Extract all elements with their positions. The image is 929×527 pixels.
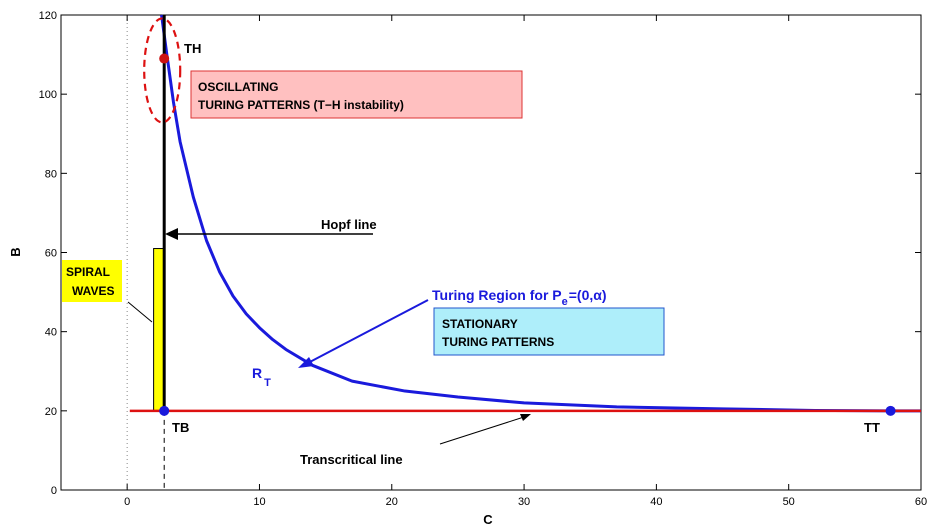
x-tick-label: 30 xyxy=(518,496,530,508)
y-tick-label: 80 xyxy=(45,168,57,180)
y-tick-label: 20 xyxy=(45,406,57,418)
axis-ticks: 0 10 20 30 40 50 60 0 20 40 60 80 100 120 xyxy=(39,10,927,508)
turing-region-tail: =(0,α) xyxy=(569,287,607,303)
x-tick-label: 50 xyxy=(783,496,795,508)
tt-label: TT xyxy=(864,420,880,435)
turing-region-label: Turing Region for Pe=(0,α) xyxy=(432,287,607,308)
y-tick-label: 0 xyxy=(51,485,57,497)
stationary-box xyxy=(433,307,665,356)
turing-region-main: Turing Region for P xyxy=(432,287,562,303)
x-tick-label: 20 xyxy=(386,496,398,508)
oscillating-box xyxy=(190,70,523,119)
x-tick-label: 10 xyxy=(253,496,265,508)
y-tick-label: 40 xyxy=(45,327,57,339)
transcritical-arrowhead xyxy=(520,414,531,421)
th-label: TH xyxy=(184,41,201,56)
stationary-label-line2: TURING PATTERNS xyxy=(442,335,554,349)
spiral-label-line2: WAVES xyxy=(72,284,114,298)
x-axis-label: C xyxy=(483,512,493,527)
rt-subscript: T xyxy=(264,377,271,389)
spiral-waves-bar xyxy=(153,248,165,412)
rt-label: RT xyxy=(252,365,271,389)
turing-region-subscript: e xyxy=(562,296,568,308)
spiral-label-line1: SPIRAL xyxy=(66,265,110,279)
rt-main: R xyxy=(252,365,262,381)
spiral-arrow xyxy=(127,301,153,323)
turing-arrow xyxy=(305,299,429,365)
turing-curve xyxy=(160,14,921,413)
stationary-label-line1: STATIONARY xyxy=(442,317,518,331)
points-layer xyxy=(159,53,896,416)
turing-arrowhead xyxy=(298,357,314,368)
y-axis-label: B xyxy=(8,247,23,256)
x-tick-label: 0 xyxy=(124,496,130,508)
y-tick-label: 60 xyxy=(45,248,57,260)
point-th xyxy=(159,53,170,64)
transcritical-line-label: Transcritical line xyxy=(300,452,403,467)
series-layer xyxy=(129,14,921,413)
point-tt xyxy=(885,405,896,416)
x-tick-label: 40 xyxy=(650,496,662,508)
th-dashed-ellipse xyxy=(143,17,182,124)
annotation-arrows xyxy=(127,228,531,445)
x-tick-label: 60 xyxy=(915,496,927,508)
oscillating-label-line1: OSCILLATING xyxy=(198,80,278,94)
transcritical-arrow xyxy=(439,415,528,445)
hopf-arrowhead xyxy=(165,228,178,240)
point-tb xyxy=(159,405,170,416)
hopf-line-label: Hopf line xyxy=(321,217,377,232)
y-tick-label: 120 xyxy=(39,10,57,22)
oscillating-label-line2: TURING PATTERNS (T−H instability) xyxy=(198,98,404,112)
y-tick-label: 100 xyxy=(39,89,57,101)
tb-label: TB xyxy=(172,420,189,435)
spiral-waves-label-box xyxy=(62,260,122,302)
